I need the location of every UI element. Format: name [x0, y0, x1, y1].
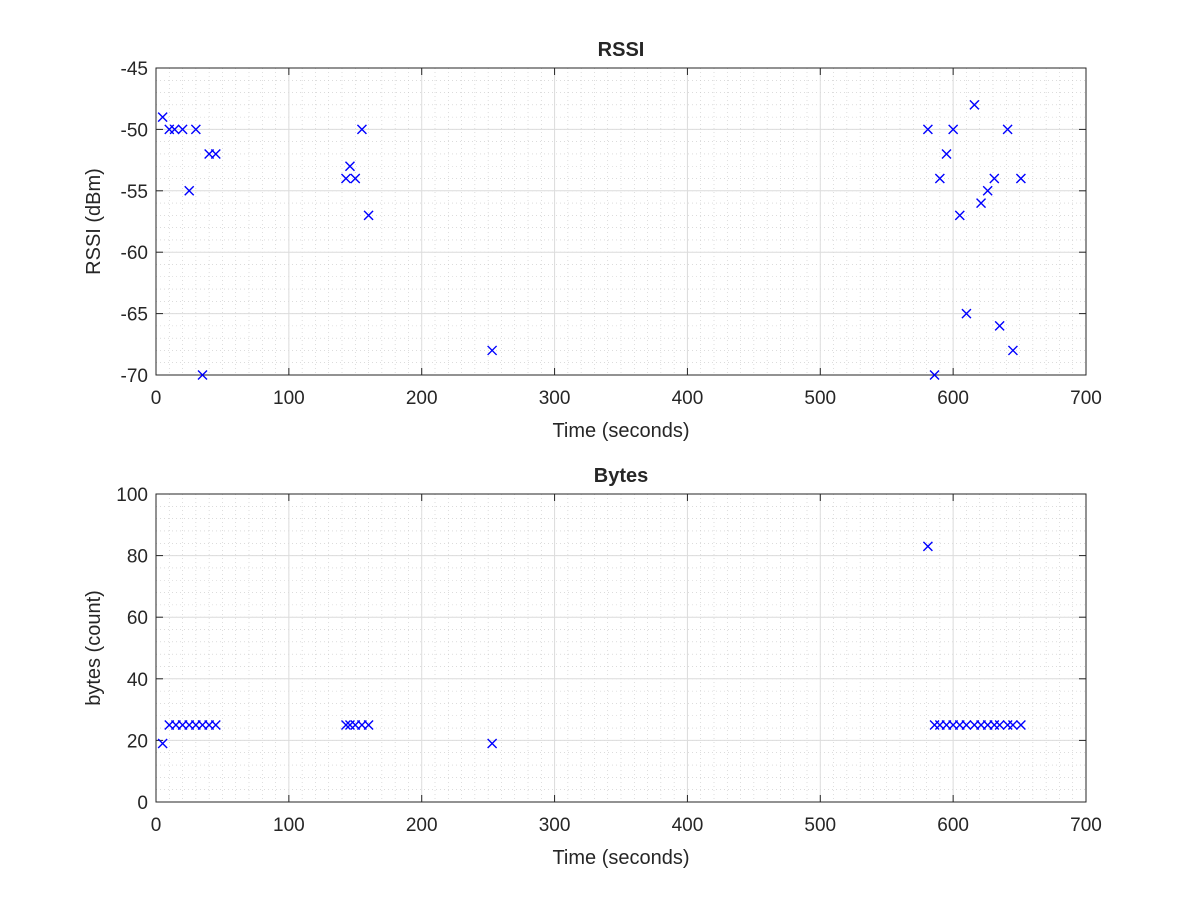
rssi-x-tick-label: 700: [1070, 388, 1102, 409]
rssi-data-point: [1007, 345, 1018, 356]
bytes-x-tick-label: 500: [804, 815, 836, 836]
bytes-x-tick-label: 700: [1070, 815, 1102, 836]
bytes-y-axis-label: bytes (count): [83, 590, 105, 706]
bytes-data-point: [157, 738, 168, 749]
bytes-axes-box: [155, 493, 1087, 803]
rssi-x-tick-label: 0: [151, 388, 162, 409]
rssi-data-point: [1015, 173, 1026, 184]
bytes-data-point: [1007, 720, 1018, 730]
rssi-data-point: [948, 124, 959, 135]
rssi-y-tick-label: -60: [121, 243, 148, 264]
rssi-x-tick-label: 300: [539, 388, 571, 409]
bytes-y-tick-label: 40: [127, 670, 148, 691]
bytes-x-ticks: 0 100 200 300 400 500 600 700: [151, 494, 1102, 836]
bytes-x-axis-label: Time (seconds): [552, 847, 689, 869]
rssi-data-point: [989, 173, 1000, 184]
bytes-data-point: [210, 720, 221, 730]
rssi-data-point: [197, 370, 208, 380]
rssi-data-point: [954, 210, 965, 221]
rssi-x-tick-label: 600: [937, 388, 969, 409]
bytes-data-point: [994, 720, 1005, 730]
rssi-data-point: [344, 161, 355, 172]
bytes-x-tick-label: 400: [672, 815, 704, 836]
rssi-data-point: [1002, 124, 1013, 135]
rssi-data-point: [969, 99, 980, 110]
rssi-data-point: [363, 210, 374, 221]
rssi-x-tick-label: 200: [406, 388, 438, 409]
bytes-series: [157, 541, 1026, 749]
rssi-y-ticks: -70 -65 -60 -55 -50 -45: [121, 59, 1086, 387]
rssi-data-point: [961, 308, 972, 319]
bytes-data-point: [922, 541, 933, 552]
bytes-x-tick-label: 200: [406, 815, 438, 836]
rssi-axes-box: [155, 67, 1087, 376]
bytes-major-grid: [156, 494, 1086, 802]
rssi-major-grid: [156, 68, 1086, 375]
bytes-y-tick-label: 60: [127, 608, 148, 629]
rssi-data-point: [922, 124, 933, 135]
rssi-data-point: [929, 370, 940, 380]
bytes-title: Bytes: [594, 465, 648, 487]
rssi-y-tick-label: -55: [121, 182, 148, 203]
rssi-x-tick-label: 400: [672, 388, 704, 409]
rssi-y-tick-label: -65: [121, 305, 148, 326]
bytes-minor-grid: [156, 494, 1086, 802]
rssi-data-point: [982, 185, 993, 196]
rssi-series: [157, 99, 1026, 380]
rssi-data-point: [210, 148, 221, 159]
bytes-y-tick-label: 20: [127, 731, 148, 752]
rssi-data-point: [190, 124, 201, 135]
bytes-y-tick-label: 100: [116, 485, 148, 506]
rssi-x-tick-label: 500: [804, 388, 836, 409]
bytes-y-tick-label: 80: [127, 547, 148, 568]
bytes-x-tick-label: 600: [937, 815, 969, 836]
rssi-title: RSSI: [598, 39, 645, 61]
bytes-data-point: [340, 720, 351, 730]
rssi-data-point: [976, 198, 987, 209]
rssi-data-point: [994, 320, 1005, 331]
rssi-data-point: [169, 124, 180, 135]
rssi-data-point: [941, 148, 952, 159]
rssi-data-point: [340, 173, 351, 184]
rssi-data-point: [184, 185, 195, 196]
bytes-data-point: [363, 720, 374, 730]
rssi-y-tick-label: -45: [121, 59, 148, 80]
rssi-data-point: [350, 173, 361, 184]
bytes-x-tick-label: 0: [151, 815, 162, 836]
bytes-data-point: [961, 720, 972, 730]
rssi-x-tick-label: 100: [273, 388, 305, 409]
bytes-y-tick-label: 0: [137, 793, 148, 814]
rssi-minor-grid: [156, 68, 1086, 375]
bytes-data-point: [1015, 720, 1026, 730]
bytes-x-tick-label: 100: [273, 815, 305, 836]
rssi-data-point: [356, 124, 367, 135]
rssi-y-tick-label: -50: [121, 120, 148, 141]
rssi-x-axis-label: Time (seconds): [552, 420, 689, 442]
rssi-data-point: [177, 124, 188, 135]
rssi-subplot: 0 100 200 300 400 500 600 700 -70 -65 -60 -55 -50 -4…: [83, 39, 1102, 442]
rssi-x-ticks: 0 100 200 300 400 500 600 700: [151, 68, 1102, 409]
rssi-y-axis-label: RSSI (dBm): [83, 168, 105, 275]
bytes-subplot: 0 100 200 300 400 500 600 700 0 20 40 60 80 100 Byte…: [83, 465, 1102, 869]
rssi-data-point: [487, 345, 498, 356]
rssi-data-point: [934, 173, 945, 184]
bytes-data-point: [487, 738, 498, 749]
rssi-data-point: [157, 112, 168, 123]
rssi-y-tick-label: -70: [121, 366, 148, 387]
bytes-y-ticks: 0 20 40 60 80 100: [116, 485, 1086, 814]
bytes-x-tick-label: 300: [539, 815, 571, 836]
